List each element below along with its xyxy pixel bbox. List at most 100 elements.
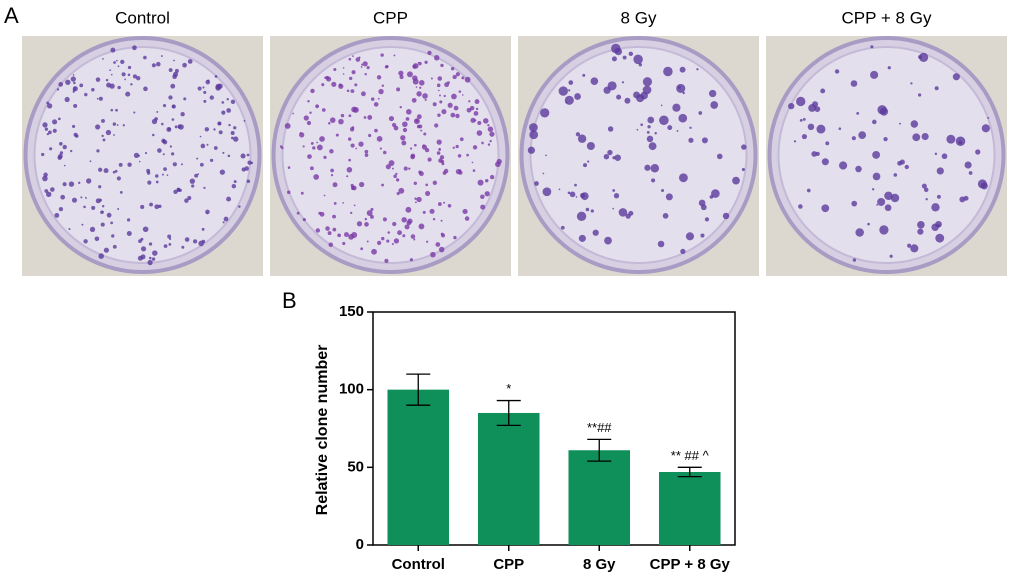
colony <box>646 131 650 134</box>
colony <box>419 86 422 89</box>
colony <box>568 80 574 85</box>
colony <box>441 109 447 115</box>
colony <box>348 158 352 162</box>
colony <box>205 209 210 215</box>
colony <box>475 107 479 111</box>
colony <box>323 155 327 159</box>
colony <box>392 221 397 227</box>
colony <box>168 95 173 100</box>
colony <box>879 225 889 235</box>
colony <box>332 214 336 219</box>
colony <box>156 61 161 67</box>
colony <box>102 58 104 60</box>
colony <box>529 130 539 140</box>
colony <box>904 164 909 170</box>
colony <box>125 91 131 97</box>
colony <box>682 91 685 95</box>
colony <box>438 148 442 151</box>
colony <box>79 83 84 88</box>
colony <box>171 104 176 109</box>
colony <box>181 245 185 249</box>
colony <box>178 188 182 192</box>
colony <box>329 117 336 123</box>
colony <box>624 97 631 104</box>
colony <box>366 240 369 243</box>
colony <box>388 160 395 166</box>
colony <box>414 143 417 147</box>
colony <box>936 167 944 175</box>
colony <box>327 231 332 236</box>
colony <box>371 248 377 255</box>
colony <box>583 163 588 168</box>
colony <box>821 158 829 166</box>
colony <box>907 243 912 248</box>
colony <box>126 231 132 236</box>
colony <box>801 134 807 140</box>
colony <box>466 153 469 157</box>
colony <box>401 140 407 146</box>
colony <box>117 85 121 90</box>
colony <box>455 144 459 149</box>
colony <box>171 152 175 156</box>
colony <box>101 205 105 208</box>
colony <box>381 84 385 87</box>
colony <box>247 160 252 165</box>
colony <box>614 154 621 161</box>
colony <box>834 69 840 74</box>
colony <box>352 107 359 113</box>
colony <box>89 226 96 233</box>
colony <box>437 76 443 81</box>
dish-inner <box>777 46 996 264</box>
colony <box>124 78 126 81</box>
colony <box>711 189 720 198</box>
colony <box>296 211 300 215</box>
colony <box>174 68 179 73</box>
colony <box>348 76 353 81</box>
colony <box>370 214 374 219</box>
colony <box>426 240 429 243</box>
colony <box>413 181 418 185</box>
colony <box>83 239 88 244</box>
colony <box>484 191 490 197</box>
colony <box>354 83 358 87</box>
colony <box>540 108 550 118</box>
colony <box>851 136 856 141</box>
colony <box>137 255 143 261</box>
colony <box>163 244 168 248</box>
colony <box>177 124 182 128</box>
colony <box>315 228 320 233</box>
colony <box>310 141 314 145</box>
colony <box>62 182 67 187</box>
colony <box>398 187 405 194</box>
colony <box>360 247 364 251</box>
colony <box>408 167 411 170</box>
colony <box>604 236 612 245</box>
colony <box>440 63 444 68</box>
colony <box>161 173 164 176</box>
colony <box>240 153 246 159</box>
colony <box>410 147 413 150</box>
colony <box>342 73 345 75</box>
colony <box>647 125 651 129</box>
colony <box>366 66 370 70</box>
colony <box>628 210 634 216</box>
colony <box>464 76 471 83</box>
colony <box>52 119 58 125</box>
colony <box>858 131 867 139</box>
colony <box>434 123 439 128</box>
colony <box>60 194 66 200</box>
colony <box>313 174 320 180</box>
colony <box>393 238 400 244</box>
colony <box>405 117 410 121</box>
colony <box>698 111 703 115</box>
colony <box>351 126 355 130</box>
colony <box>286 190 291 195</box>
colony <box>351 70 356 75</box>
colony <box>182 62 187 68</box>
colony <box>455 72 460 77</box>
colony <box>96 97 99 100</box>
colony <box>496 158 502 165</box>
colony <box>468 100 471 103</box>
